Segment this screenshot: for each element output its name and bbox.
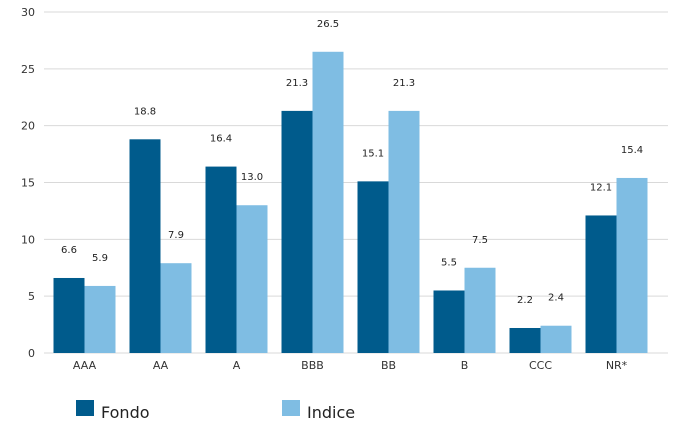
bar-fondo-ccc xyxy=(509,327,541,353)
data-label: 15.1 xyxy=(362,148,384,159)
x-tick-label: B xyxy=(461,359,469,372)
data-label: 7.9 xyxy=(168,230,184,241)
legend-swatch-fondo xyxy=(76,400,94,416)
data-label: 15.4 xyxy=(621,145,643,156)
bar-fondo-aaa xyxy=(53,277,85,353)
data-label: 6.6 xyxy=(61,245,77,256)
x-tick-label: AA xyxy=(153,359,169,372)
data-label: 18.8 xyxy=(134,106,156,117)
data-label: 2.4 xyxy=(548,293,564,304)
bar-indice-bbb xyxy=(312,51,344,354)
x-tick-label: A xyxy=(233,359,241,372)
y-axis-ticks: 0 5 10 15 20 25 30 xyxy=(21,6,35,360)
y-tick-label: 20 xyxy=(21,120,35,133)
bar-fondo-a xyxy=(205,166,237,353)
legend: Fondo Indice xyxy=(76,400,355,422)
bar-indice-bb xyxy=(388,110,420,353)
x-axis-ticks: AAA AA A BBB BB B CCC NR* xyxy=(73,359,628,372)
bar-fondo-bbb xyxy=(281,110,313,353)
bar-indice-nr xyxy=(616,177,648,353)
bar-fondo-nr xyxy=(585,215,617,353)
x-tick-label: CCC xyxy=(529,359,552,372)
data-label: 5.5 xyxy=(441,257,457,268)
y-tick-label: 10 xyxy=(21,233,35,246)
bar-fondo-aa xyxy=(129,139,161,353)
y-tick-label: 15 xyxy=(21,177,35,190)
legend-swatch-indice xyxy=(282,400,300,416)
x-tick-label: NR* xyxy=(606,359,628,372)
y-tick-label: 0 xyxy=(28,347,35,360)
data-label: 2.2 xyxy=(517,295,533,306)
legend-label-fondo: Fondo xyxy=(101,403,150,422)
data-label: 16.4 xyxy=(210,134,232,145)
bar-indice-b xyxy=(464,267,496,353)
x-tick-label: AAA xyxy=(73,359,97,372)
bar-fondo-bb xyxy=(357,181,389,353)
bars xyxy=(53,51,648,354)
bar-fondo-b xyxy=(433,290,465,353)
legend-label-indice: Indice xyxy=(307,403,355,422)
data-label: 7.5 xyxy=(472,235,488,246)
y-tick-label: 30 xyxy=(21,6,35,19)
bar-indice-aaa xyxy=(84,285,116,353)
data-labels: 6.6 5.9 18.8 7.9 16.4 13.0 21.3 26.5 15.1 21.3 5.5… xyxy=(61,19,643,306)
bar-indice-a xyxy=(236,205,268,353)
bar-indice-aa xyxy=(160,263,192,353)
data-label: 13.0 xyxy=(241,172,263,183)
y-tick-label: 25 xyxy=(21,63,35,76)
data-label: 26.5 xyxy=(317,19,339,30)
data-label: 5.9 xyxy=(92,253,108,264)
x-tick-label: BBB xyxy=(301,359,324,372)
bar-indice-ccc xyxy=(540,325,572,353)
data-label: 12.1 xyxy=(590,182,612,193)
y-tick-label: 5 xyxy=(28,290,35,303)
data-label: 21.3 xyxy=(286,78,308,89)
data-label: 21.3 xyxy=(393,78,415,89)
x-tick-label: BB xyxy=(381,359,396,372)
